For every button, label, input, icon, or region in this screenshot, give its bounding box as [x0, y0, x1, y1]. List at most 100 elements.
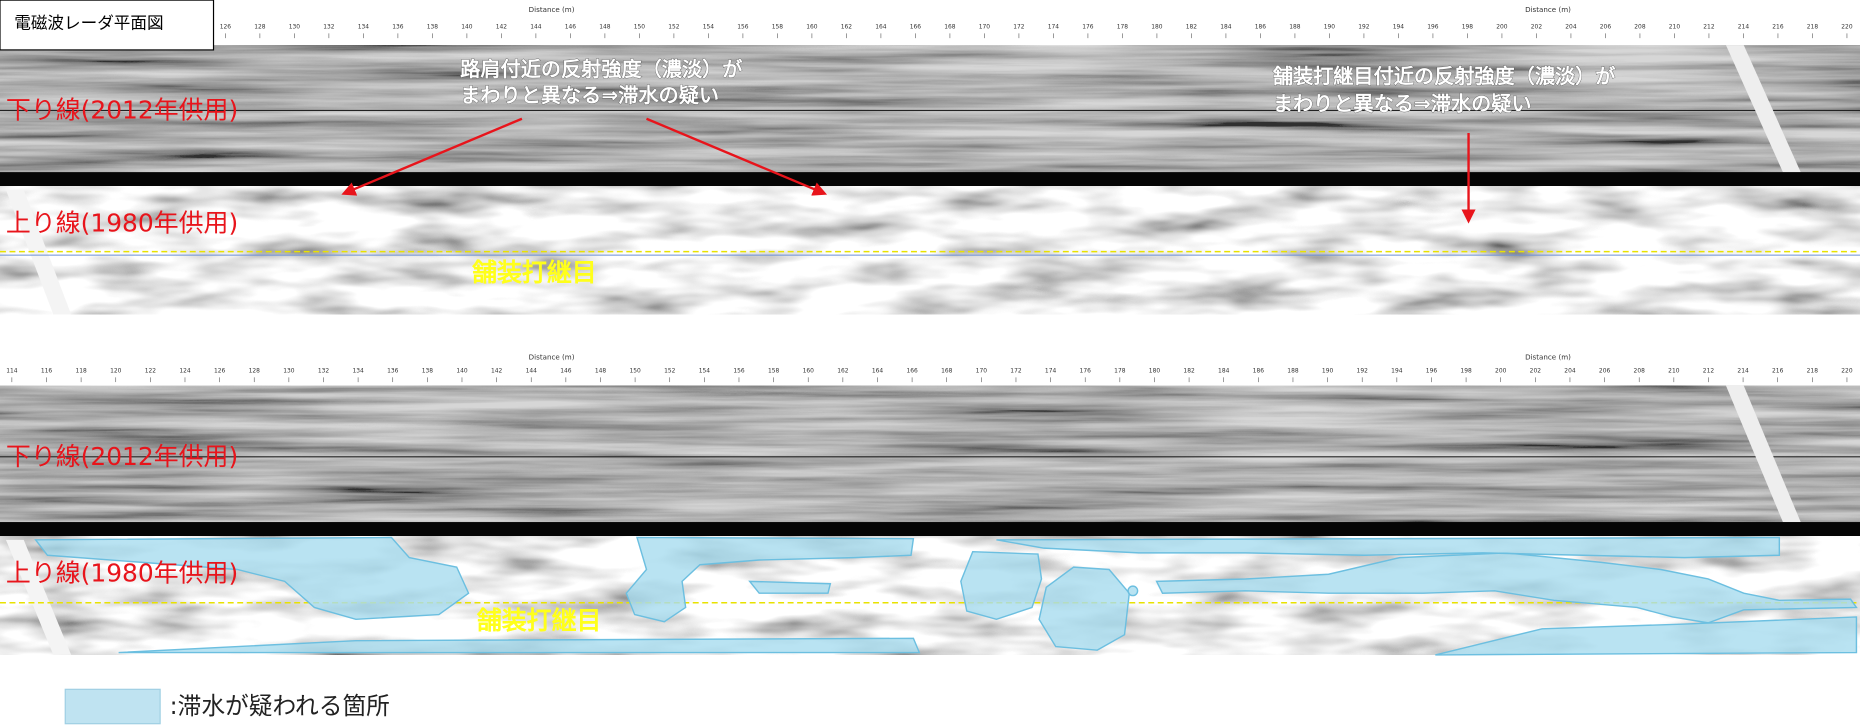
ruler-tick-label: 160: [806, 24, 818, 31]
up-lane-label: 上り線(1980年供用): [6, 558, 238, 587]
ruler-tick-label: 214: [1737, 368, 1749, 375]
ruler-tick-label: 124: [179, 368, 191, 375]
ruler-tick-label: 180: [1151, 24, 1163, 31]
ruler-tick-label: 198: [1460, 368, 1472, 375]
legend-swatch: [65, 689, 160, 723]
ruler-tick-label: 126: [220, 24, 232, 31]
ruler-tick-label: 170: [979, 24, 991, 31]
ruler-tick-label: 146: [560, 368, 572, 375]
ruler-tick-label: 162: [841, 24, 853, 31]
ruler-tick-label: 212: [1703, 368, 1715, 375]
ruler-tick-label: 184: [1218, 368, 1230, 375]
ruler-tick-label: 214: [1738, 24, 1750, 31]
radar-image-bottom: [0, 386, 1860, 655]
ruler-tick-label: 216: [1772, 24, 1784, 31]
annotation-line: まわりと異なる⇒滞水の疑い: [460, 83, 719, 107]
ruler-tick-label: 178: [1117, 24, 1129, 31]
ruler-tick-label: 220: [1841, 24, 1853, 31]
figure: 電磁波レーダ平面図 下り線(2012年供用) 上り線(1980年供用) 舗装打継…: [0, 0, 1860, 725]
distance-label: Distance (m): [529, 5, 575, 14]
ruler-tick-label: 120: [110, 368, 122, 375]
down-lane-label: 下り線(2012年供用): [6, 96, 238, 125]
ruler-tick-label: 186: [1253, 368, 1265, 375]
ruler-tick-label: 114: [6, 368, 18, 375]
ruler-tick-label: 194: [1391, 368, 1403, 375]
ruler-tick-label: 152: [664, 368, 676, 375]
ruler-tick-label: 172: [1010, 368, 1022, 375]
legend-label: :滞水が疑われる箇所: [170, 692, 390, 720]
ruler-tick-label: 134: [358, 24, 370, 31]
ruler-tick-label: 150: [634, 24, 646, 31]
ruler-tick-label: 216: [1772, 368, 1784, 375]
ruler-tick-label: 132: [323, 24, 335, 31]
ruler-tick-label: 200: [1496, 24, 1508, 31]
ruler-tick-label: 136: [387, 368, 399, 375]
ruler-tick-label: 168: [944, 24, 956, 31]
ruler-tick-label: 220: [1841, 368, 1853, 375]
ruler-tick-label: 128: [254, 24, 266, 31]
ruler-tick-label: 194: [1393, 24, 1405, 31]
annotation-line: 舗装打継目付近の反射強度（濃淡）が: [1272, 64, 1616, 88]
ruler-tick-label: 202: [1531, 24, 1543, 31]
ruler-tick-label: 162: [837, 368, 849, 375]
ruler-tick-label: 134: [352, 368, 364, 375]
ruler-tick-label: 160: [803, 368, 815, 375]
ruler-tick-label: 142: [491, 368, 503, 375]
ruler-tick-label: 190: [1324, 24, 1336, 31]
ruler-tick-label: 196: [1426, 368, 1438, 375]
ruler-tick-label: 138: [422, 368, 434, 375]
ruler-tick-label: 218: [1807, 24, 1819, 31]
ruler-tick-label: 174: [1045, 368, 1057, 375]
ruler-tick-label: 138: [427, 24, 439, 31]
ruler-tick-label: 158: [768, 368, 780, 375]
ruler-tick-label: 176: [1080, 368, 1092, 375]
ruler-tick-label: 122: [145, 368, 157, 375]
ruler-tick-label: 166: [906, 368, 918, 375]
ruler-tick-label: 192: [1358, 24, 1370, 31]
ruler-tick-label: 206: [1599, 368, 1611, 375]
ruler-tick-label: 212: [1703, 24, 1715, 31]
ruler-tick-label: 210: [1669, 24, 1681, 31]
down-lane-label: 下り線(2012年供用): [6, 442, 238, 471]
ruler-tick-label: 126: [214, 368, 226, 375]
ruler-tick-label: 188: [1287, 368, 1299, 375]
ruler-tick-label: 130: [283, 368, 295, 375]
ruler-tick-label: 164: [872, 368, 884, 375]
joint-label: 舗装打継目: [476, 606, 602, 635]
joint-label: 舗装打継目: [471, 258, 597, 287]
ruler-tick-label: 202: [1530, 368, 1542, 375]
ruler-tick-label: 170: [976, 368, 988, 375]
ruler-tick-label: 140: [461, 24, 473, 31]
ruler-tick-label: 144: [526, 368, 538, 375]
ruler-tick-label: 174: [1048, 24, 1060, 31]
ruler-tick-label: 128: [249, 368, 261, 375]
ruler-tick-label: 156: [733, 368, 745, 375]
distance-label: Distance (m): [529, 353, 575, 362]
ruler-tick-label: 136: [392, 24, 404, 31]
ruler-tick-label: 166: [910, 24, 922, 31]
ruler-tick-label: 158: [772, 24, 784, 31]
figure-title: 電磁波レーダ平面図: [14, 14, 163, 33]
annotation-line: まわりと異なる⇒滞水の疑い: [1273, 91, 1532, 115]
ruler-tick-label: 146: [565, 24, 577, 31]
ruler-tick-label: 148: [595, 368, 607, 375]
ruler-tick-label: 182: [1186, 24, 1198, 31]
annotation-line: 路肩付近の反射強度（濃淡）が: [460, 57, 743, 81]
ruler-tick-label: 188: [1289, 24, 1301, 31]
ruler-tick-label: 142: [496, 24, 508, 31]
ruler-tick-label: 192: [1357, 368, 1369, 375]
ruler-tick-label: 186: [1255, 24, 1267, 31]
ruler-tick-label: 156: [737, 24, 749, 31]
ruler-tick-label: 154: [703, 24, 715, 31]
ruler-tick-label: 168: [941, 368, 953, 375]
ruler-tick-label: 196: [1427, 24, 1439, 31]
ruler-tick-label: 140: [456, 368, 468, 375]
ruler-tick-label: 190: [1322, 368, 1334, 375]
ruler-tick-label: 178: [1114, 368, 1126, 375]
ruler-tick-label: 172: [1013, 24, 1025, 31]
ruler-tick-label: 154: [699, 368, 711, 375]
ruler-tick-label: 206: [1600, 24, 1612, 31]
ruler-tick-label: 176: [1082, 24, 1094, 31]
ruler-tick-label: 184: [1220, 24, 1232, 31]
ruler-tick-label: 148: [599, 24, 611, 31]
